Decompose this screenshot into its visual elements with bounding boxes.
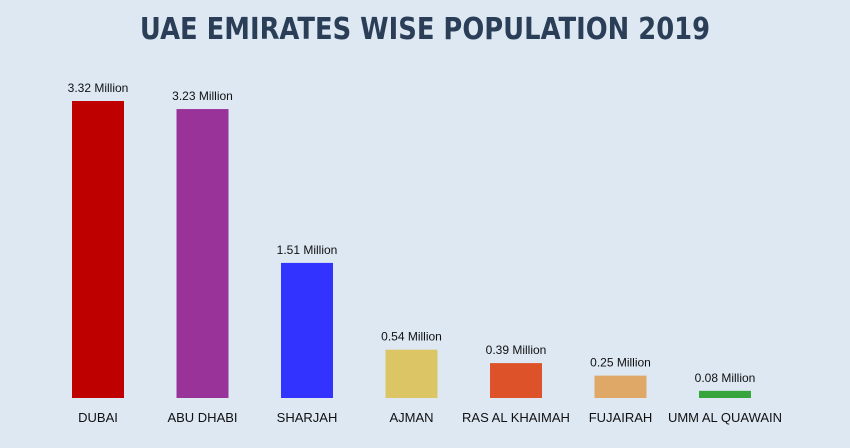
category-label-sharjah: SHARJAH [277,410,338,425]
value-label-dubai: 3.32 Million [68,81,129,95]
category-label-abu-dhabi: ABU DHABI [167,410,237,425]
value-label-ras-al-khaimah: 0.39 Million [486,343,547,357]
value-label-fujairah: 0.25 Million [590,356,651,370]
value-label-ajman: 0.54 Million [381,330,442,344]
bar-dubai [72,101,124,398]
chart-title: UAE EMIRATES WISE POPULATION 2019 [139,12,711,47]
bar-ajman [385,349,438,398]
value-label-abu-dhabi: 3.23 Million [172,89,233,103]
value-label-umm-al-quawain: 0.08 Million [695,371,756,385]
value-label-sharjah: 1.51 Million [277,243,338,257]
bar-umm-al-quawain [699,390,751,398]
category-label-dubai: DUBAI [78,410,118,425]
bar-ras-al-khaimah [490,363,542,398]
bar-abu-dhabi [176,109,229,398]
category-label-fujairah: FUJAIRAH [589,410,653,425]
category-label-umm-al-quawain: UMM AL QUAWAIN [668,410,782,425]
bar-sharjah [281,262,333,398]
category-label-ras-al-khaimah: RAS AL KHAIMAH [462,410,570,425]
category-label-ajman: AJMAN [389,410,433,425]
bar-fujairah [594,375,647,398]
